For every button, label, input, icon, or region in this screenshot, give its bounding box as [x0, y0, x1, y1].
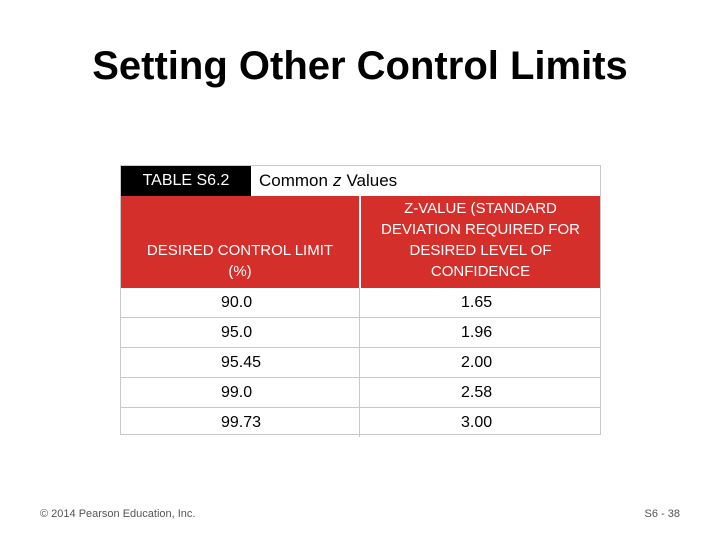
- table-row: 90.0 1.65: [121, 288, 600, 318]
- table-row: 95.0 1.96: [121, 318, 600, 348]
- limit-cell: 95.0: [221, 324, 253, 341]
- table-row: 99.0 2.58: [121, 378, 600, 408]
- table-row: 95.45 2.00: [121, 348, 600, 378]
- limit-cell: 90.0: [221, 294, 253, 311]
- column-divider: [359, 348, 360, 377]
- limit-cell: 99.0: [221, 384, 253, 401]
- z-cell: 1.65: [461, 294, 493, 311]
- z-values-table: TABLE S6.2 Common z Values DESIRED CONTR…: [120, 165, 601, 438]
- table-title-prefix: Common: [259, 171, 328, 190]
- column-divider: [359, 408, 360, 437]
- z-cell: 3.00: [461, 414, 493, 431]
- column-divider: [359, 318, 360, 347]
- table-title-suffix: Values: [346, 171, 398, 190]
- slide-number: S6 - 38: [644, 508, 680, 520]
- table-label: TABLE S6.2: [121, 166, 251, 196]
- header-divider: [359, 196, 361, 288]
- table-title-z: z: [332, 171, 342, 190]
- column-divider: [359, 378, 360, 407]
- slide-title: Setting Other Control Limits: [92, 44, 628, 88]
- header-z-value: Z-VALUE (STANDARD DEVIATION REQUIRED FOR…: [361, 196, 600, 288]
- column-divider: [359, 288, 360, 317]
- table-title: Common z Values: [259, 166, 397, 196]
- z-cell: 2.00: [461, 354, 493, 371]
- table-header: DESIRED CONTROL LIMIT (%) Z-VALUE (STAND…: [121, 196, 600, 288]
- limit-cell: 99.73: [221, 414, 262, 431]
- header-desired-control-limit: DESIRED CONTROL LIMIT (%): [121, 196, 359, 288]
- z-cell: 2.58: [461, 384, 493, 401]
- z-cell: 1.96: [461, 324, 493, 341]
- header-col2-text: Z-VALUE (STANDARD DEVIATION REQUIRED FOR…: [381, 200, 580, 280]
- table-row: 99.73 3.00: [121, 408, 600, 438]
- limit-cell: 95.45: [221, 354, 262, 371]
- copyright-footer: © 2014 Pearson Education, Inc.: [40, 508, 196, 520]
- header-col1-text: DESIRED CONTROL LIMIT (%): [146, 242, 334, 280]
